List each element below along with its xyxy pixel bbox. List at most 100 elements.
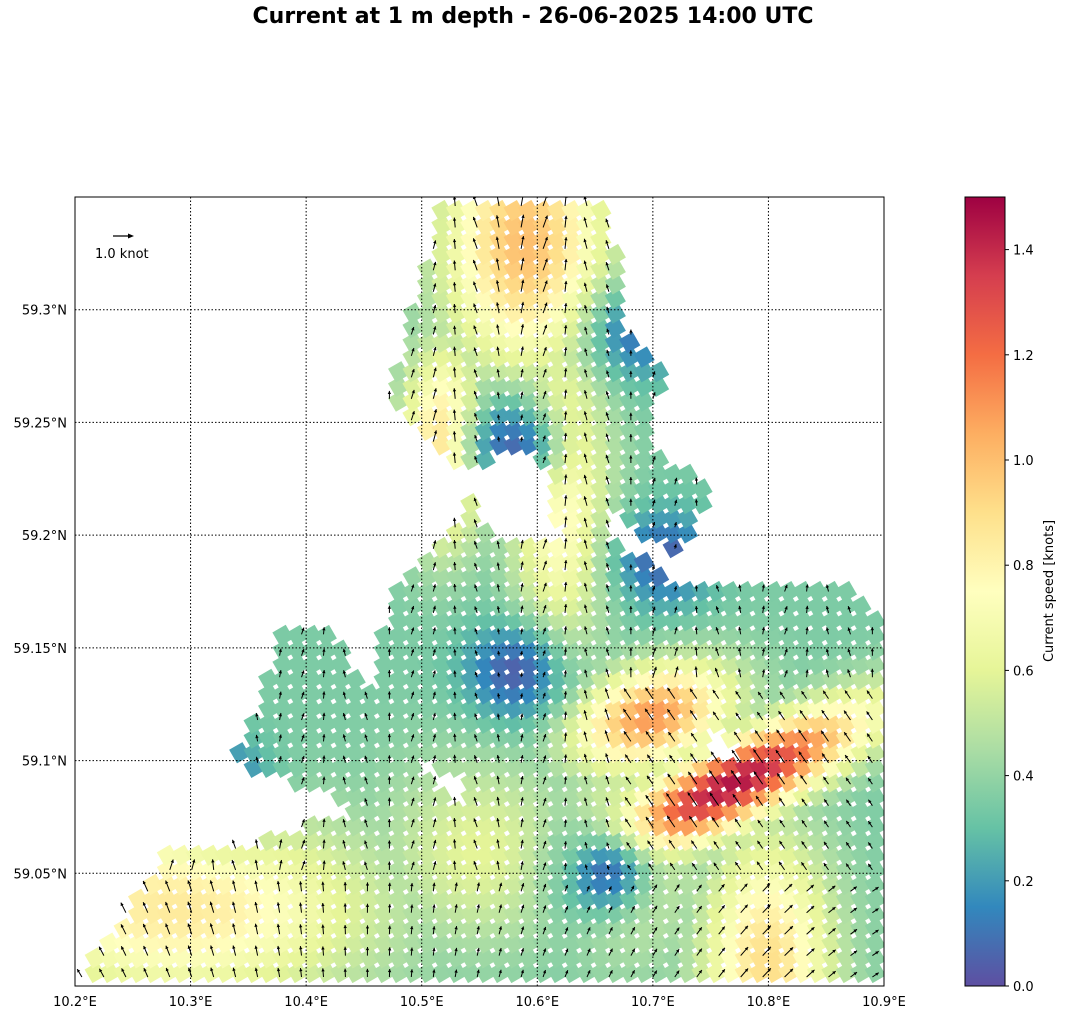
speed-cell xyxy=(359,844,381,866)
speed-cell xyxy=(561,771,583,793)
speed-cell xyxy=(387,375,410,398)
speed-cell xyxy=(185,859,207,881)
current-arrow xyxy=(432,947,436,956)
speed-cell xyxy=(590,229,612,251)
speed-cell xyxy=(561,610,583,632)
speed-cell xyxy=(777,873,800,896)
speed-cell xyxy=(301,624,323,647)
speed-cell xyxy=(286,932,309,954)
current-arrow xyxy=(432,969,436,978)
speed-cell xyxy=(98,961,121,984)
speed-cell xyxy=(633,405,655,427)
speed-cell xyxy=(633,844,655,866)
speed-cell xyxy=(633,346,655,368)
speed-cell xyxy=(156,859,179,881)
speed-cell xyxy=(792,595,814,617)
current-arrow xyxy=(453,860,457,870)
speed-cell xyxy=(503,405,525,427)
speed-cell xyxy=(734,903,756,925)
speed-cell xyxy=(445,698,468,720)
speed-cell xyxy=(691,829,713,852)
speed-cell xyxy=(792,932,814,954)
speed-cell xyxy=(619,610,641,632)
current-arrow xyxy=(165,880,171,892)
speed-cell xyxy=(229,917,251,940)
speed-cell xyxy=(546,932,569,954)
speed-cell xyxy=(778,815,800,837)
current-arrow xyxy=(740,883,748,892)
speed-cell xyxy=(474,742,496,764)
speed-cell xyxy=(489,756,511,778)
colorbar-tick-label: 1.2 xyxy=(1013,349,1034,364)
current-arrow xyxy=(718,904,726,914)
speed-cell xyxy=(662,639,684,661)
speed-cell xyxy=(474,243,496,266)
speed-cell xyxy=(518,727,540,749)
speed-cell xyxy=(835,844,857,866)
speed-cell xyxy=(705,829,728,852)
current-arrow xyxy=(299,881,303,892)
speed-cell xyxy=(648,448,670,471)
current-arrow xyxy=(496,860,500,870)
current-arrow xyxy=(630,926,636,935)
speed-cell xyxy=(546,317,569,339)
current-arrow xyxy=(432,882,436,892)
speed-cell xyxy=(604,273,626,295)
speed-cell xyxy=(402,712,424,735)
speed-cell xyxy=(604,536,626,559)
speed-cell xyxy=(315,698,337,720)
speed-cell xyxy=(387,624,410,647)
current-arrow xyxy=(473,839,478,849)
speed-cell xyxy=(229,961,251,984)
current-arrow xyxy=(608,906,613,913)
speed-cell xyxy=(142,947,164,969)
speed-cell xyxy=(546,434,569,456)
speed-cell xyxy=(662,463,684,485)
speed-cell xyxy=(416,273,439,295)
speed-cell xyxy=(445,610,468,632)
speed-cell xyxy=(575,522,598,544)
speed-cell xyxy=(344,683,366,705)
speed-cell xyxy=(777,932,800,954)
speed-cell xyxy=(633,434,655,456)
speed-cell xyxy=(546,331,569,354)
quiver-key-label: 1.0 knot xyxy=(95,247,149,262)
speed-cell xyxy=(272,903,294,925)
speed-cell xyxy=(864,947,884,969)
speed-cell xyxy=(286,654,309,676)
colorbar-tick-label: 0.4 xyxy=(1013,770,1034,785)
speed-cell xyxy=(662,580,684,603)
current-arrow xyxy=(387,947,392,956)
speed-cell xyxy=(633,785,655,808)
speed-cell xyxy=(474,214,496,236)
speed-cell xyxy=(200,917,222,940)
speed-cell xyxy=(315,932,337,954)
speed-cell xyxy=(503,214,525,236)
speed-cell xyxy=(619,478,641,500)
speed-cell xyxy=(633,448,655,471)
speed-cell xyxy=(720,727,742,749)
speed-cell xyxy=(561,624,583,647)
speed-cell xyxy=(474,273,496,295)
speed-cell xyxy=(604,829,626,852)
speed-cell xyxy=(734,785,756,808)
speed-cell xyxy=(835,932,857,954)
speed-cell xyxy=(546,712,569,735)
speed-cell xyxy=(258,888,280,910)
speed-cell xyxy=(474,756,496,778)
speed-cell xyxy=(734,771,756,793)
current-arrow xyxy=(187,923,193,935)
speed-cell xyxy=(445,829,468,852)
speed-cell xyxy=(864,771,884,793)
speed-cell xyxy=(315,654,337,676)
speed-cell xyxy=(590,405,612,427)
current-arrow xyxy=(762,946,772,956)
speed-cell xyxy=(864,727,884,749)
speed-cell xyxy=(402,844,424,866)
speed-cell xyxy=(156,961,178,984)
speed-cell xyxy=(749,580,771,603)
x-tick-label: 10.2°E xyxy=(53,995,97,1010)
speed-cell xyxy=(590,302,612,324)
speed-cell xyxy=(633,595,655,617)
speed-cell xyxy=(792,712,814,735)
